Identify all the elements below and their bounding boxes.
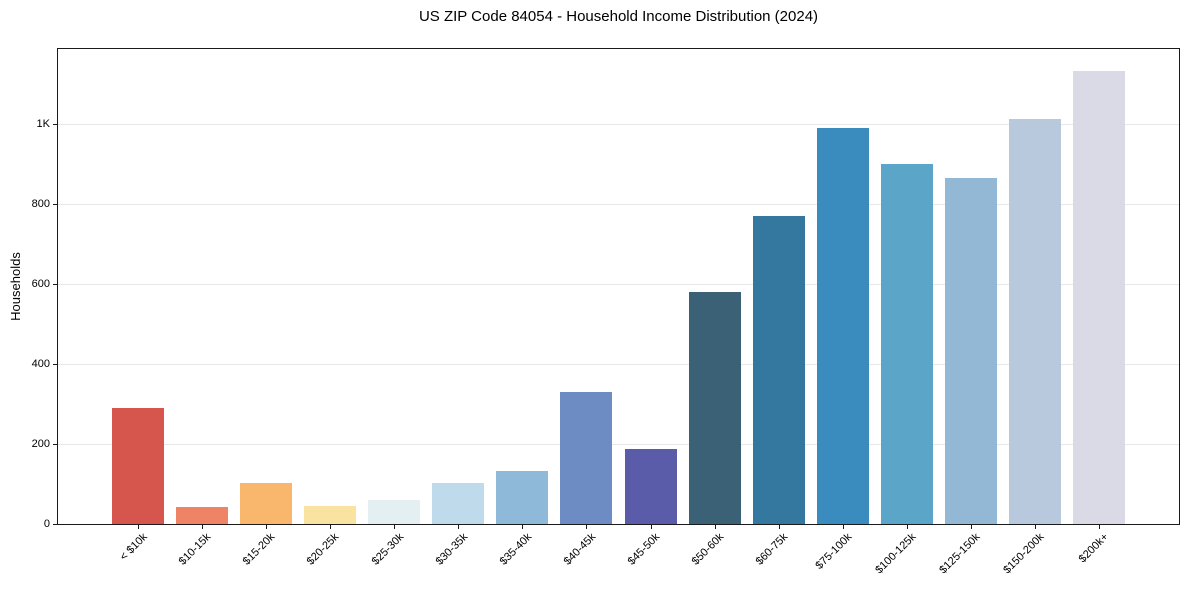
gridline [58,363,1179,365]
bar [944,177,997,524]
x-tick-label-text: $20-25k [305,531,342,568]
y-tick-mark [53,523,57,525]
x-tick-mark [458,525,460,529]
y-tick-label: 400 [31,358,50,371]
bar [176,507,229,524]
bar [1008,119,1061,524]
y-tick-label: 200 [31,438,50,451]
x-tick-label-text: $150-200k [1001,531,1047,577]
x-tick-label-text: $25-30k [369,531,406,568]
x-tick-mark [1034,525,1036,529]
x-tick-label-text: $10-15k [176,531,214,568]
plot-area: 0 200 400 600 800 1K < $10k $10-15k $15-20k $20-2… [32,48,1180,576]
x-tick-label-text: $50-60k [689,531,727,568]
y-tick-mark [53,443,57,445]
bar [432,483,485,524]
bar [496,471,549,524]
x-tick-mark [970,525,972,529]
x-tick-mark [714,525,716,529]
chart-title: US ZIP Code 84054 - Household Income Dis… [418,8,819,25]
bar [112,408,165,524]
bar [624,449,677,524]
y-tick-mark [53,123,57,125]
y-axis-label-text: Households [7,252,23,321]
x-tick-label-text: $100-125k [873,531,919,577]
x-tick-label-text: $30-35k [433,531,470,568]
x-tick-label-text: $75-100k [813,531,855,572]
x-tick-label-text: $60-75k [753,531,791,568]
gridline [58,443,1179,445]
bar [368,500,421,524]
x-tick-label-text: $15-20k [241,531,278,568]
x-tick-mark [778,525,780,529]
x-tick-label-text: $35-40k [497,531,534,568]
bar [816,128,869,524]
x-tick-mark [522,525,524,529]
x-tick-mark [650,525,652,529]
y-tick-mark [53,203,57,205]
x-tick-mark [842,525,844,529]
x-tick-mark [202,525,204,529]
x-tick-mark [586,525,588,529]
gridline [58,283,1179,285]
x-tick-mark [266,525,268,529]
gridline [58,203,1179,205]
y-tick-label: 800 [31,198,50,211]
bar [688,292,741,524]
bar [880,163,933,524]
y-tick-label: 0 [43,518,50,530]
x-tick-mark [330,525,332,529]
x-tick-mark [1098,525,1100,529]
x-tick-label-text: $200k+ [1076,531,1111,566]
bar [240,483,293,524]
bar [752,216,805,524]
x-tick-label-text: $45-50k [625,531,663,568]
x-tick-label-text: < $10k [117,531,150,564]
bar [304,506,357,524]
y-tick-label: 1K [36,118,50,131]
y-tick-mark [53,363,57,365]
y-tick-mark [53,283,57,285]
gridline [58,123,1179,125]
x-tick-mark [906,525,908,529]
x-tick-label-text: $125-150k [937,531,983,577]
x-tick-mark [394,525,396,529]
y-axis-label: Households [0,48,30,525]
x-tick-label-text: $40-45k [561,531,598,568]
x-tick-mark [138,525,140,529]
bar [1072,71,1125,524]
y-tick-label: 600 [31,278,50,291]
bar [560,392,613,524]
